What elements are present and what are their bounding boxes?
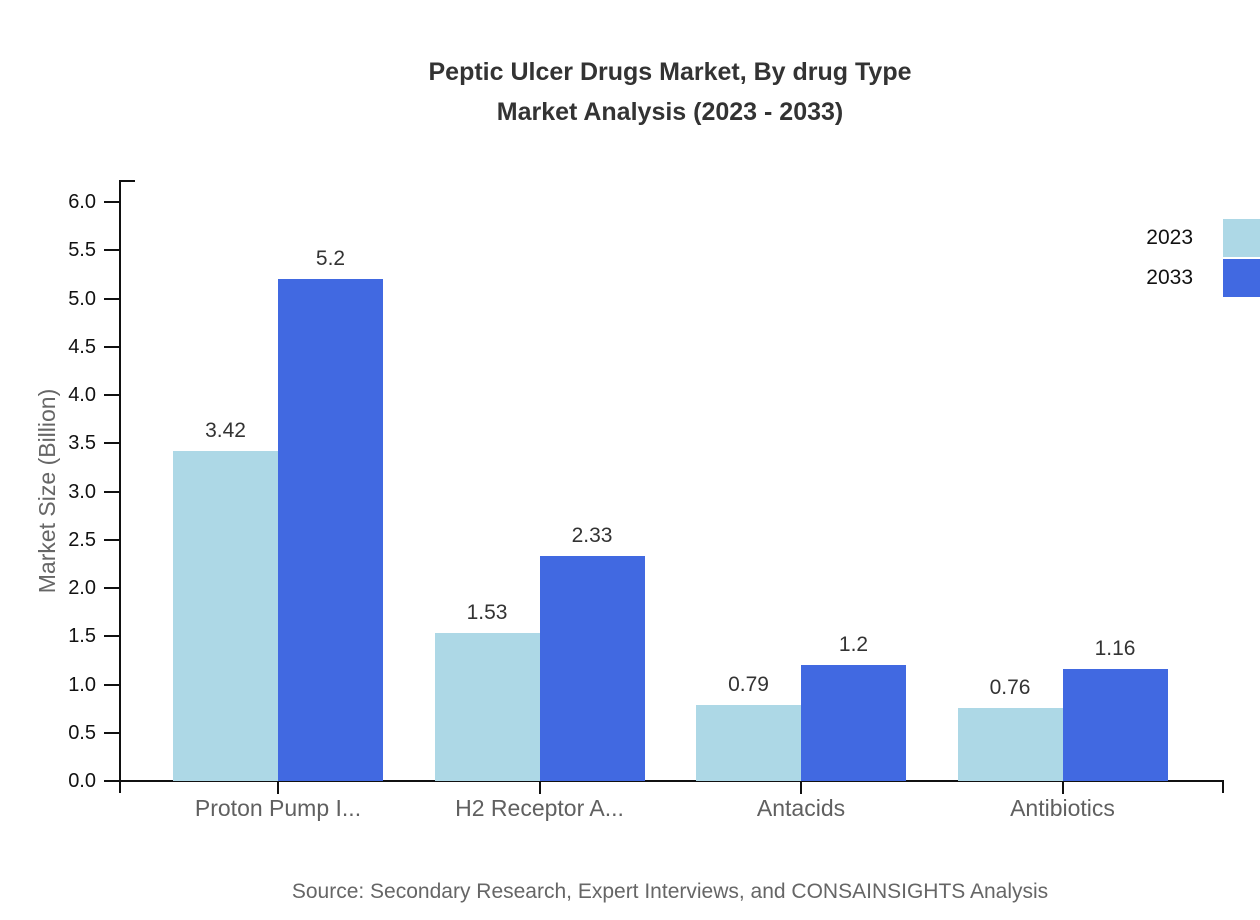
legend-swatch-2033 (1223, 259, 1260, 297)
y-tick-label: 3.5 (68, 432, 96, 455)
y-tick-label: 4.5 (68, 335, 96, 358)
value-label-2033-2: 2.33 (571, 524, 613, 548)
y-tick-mark (104, 394, 119, 396)
x-category-label: Proton Pump I... (194, 795, 362, 821)
y-tick-label: 2.5 (68, 528, 96, 551)
chart-title-line2: Market Analysis (2023 - 2033) (496, 98, 844, 126)
value-label-2023-3: 0.79 (728, 672, 769, 696)
y-tick-label: 5.5 (68, 239, 96, 262)
y-tick-mark (104, 731, 119, 734)
y-tick-label: 6.0 (68, 191, 96, 213)
y-tick-mark (104, 201, 119, 203)
x-tick-mark (800, 782, 802, 794)
bar-2033-2 (539, 556, 645, 781)
x-category-label: H2 Receptor A... (455, 795, 624, 821)
value-label-2033-1: 5.2 (315, 247, 346, 271)
bar-2023-2 (434, 633, 540, 781)
chart-title: Peptic Ulcer Drugs Market, By drug Type … (85, 52, 1255, 132)
y-tick-label: 3.0 (68, 480, 96, 503)
legend-label-2033: 2033 (1146, 266, 1193, 289)
bar-2033-4 (1062, 669, 1168, 781)
y-axis-top-cap (119, 180, 135, 182)
value-label-2023-1: 3.42 (205, 418, 246, 442)
y-tick-mark (104, 635, 119, 638)
x-category-label: Antacids (756, 795, 846, 821)
legend-swatch-2023 (1223, 219, 1260, 257)
y-tick-mark (104, 538, 119, 541)
legend-label-2023: 2023 (1146, 226, 1193, 249)
y-tick-mark (104, 780, 119, 782)
y-tick-mark (104, 297, 119, 300)
y-tick-mark (104, 249, 119, 252)
bar-2033-1 (278, 279, 383, 781)
bar-2033-3 (801, 665, 906, 781)
x-tick-mark (538, 782, 541, 794)
y-tick-label: 4.0 (68, 384, 96, 406)
y-tick-mark (104, 442, 119, 445)
value-label-2033-4: 1.16 (1094, 637, 1136, 661)
x-tick-mark (277, 782, 279, 794)
value-label-2033-3: 1.2 (838, 633, 869, 657)
y-tick-mark (104, 587, 119, 589)
y-tick-label: 0.0 (68, 770, 96, 792)
value-label-2023-2: 1.53 (466, 601, 508, 625)
y-tick-mark (104, 490, 119, 493)
y-tick-mark (104, 683, 119, 686)
x-category-label: Antibiotics (1010, 795, 1115, 821)
bar-2023-1 (173, 450, 278, 781)
y-axis-spine (119, 180, 121, 793)
y-tick-label: 0.5 (68, 721, 96, 744)
x-axis-spine (119, 780, 1224, 782)
bar-2023-4 (957, 707, 1063, 781)
value-label-2023-4: 0.76 (989, 675, 1031, 699)
y-tick-label: 1.5 (68, 625, 96, 648)
bar-2023-3 (696, 704, 801, 781)
x-tick-mark (1061, 782, 1064, 794)
x-axis-right-cap (1222, 780, 1224, 793)
source-caption: Source: Secondary Research, Expert Inter… (291, 880, 1049, 903)
y-tick-label: 5.0 (68, 287, 96, 310)
chart-title-line1: Peptic Ulcer Drugs Market, By drug Type (428, 58, 912, 86)
y-tick-label: 2.0 (68, 577, 96, 599)
y-tick-label: 1.0 (68, 673, 96, 696)
y-tick-mark (104, 345, 119, 348)
